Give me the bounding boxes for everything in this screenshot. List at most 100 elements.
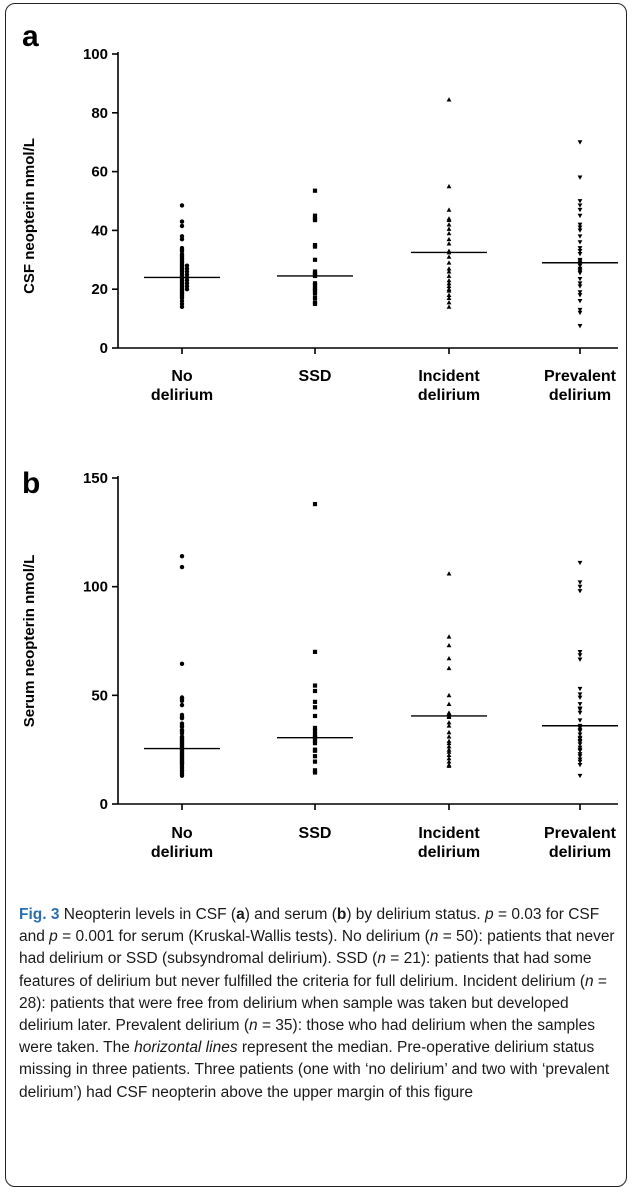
data-point	[577, 290, 583, 295]
data-point	[577, 702, 583, 707]
data-point	[446, 734, 452, 739]
data-point	[577, 175, 583, 180]
data-point	[577, 271, 583, 276]
x-category-label: delirium	[418, 844, 480, 861]
caption-text: represent the median. Pre-operative deli…	[19, 1039, 610, 1101]
data-point	[577, 740, 583, 745]
data-point	[577, 234, 583, 239]
x-category-label: SSD	[299, 825, 332, 842]
data-point	[312, 705, 318, 710]
data-point	[446, 230, 452, 236]
data-point	[577, 757, 583, 762]
data-point	[179, 715, 185, 721]
data-point	[446, 744, 452, 749]
x-category-label: delirium	[549, 844, 611, 861]
caption-n-symbol: n	[249, 1017, 258, 1035]
panel-a-letter: a	[22, 20, 39, 53]
data-point	[312, 713, 318, 719]
x-category-label: delirium	[418, 387, 480, 404]
data-point	[446, 292, 452, 297]
data-point	[312, 301, 318, 306]
caption-bold-a: a	[236, 906, 245, 923]
caption-italic-phrase: horizontal lines	[134, 1039, 238, 1057]
data-point	[446, 692, 452, 698]
y-tick-label: 20	[91, 281, 108, 298]
data-point	[577, 281, 583, 286]
data-point	[312, 699, 318, 704]
data-point	[577, 762, 583, 768]
data-point	[446, 763, 452, 768]
data-point	[577, 310, 583, 316]
data-point	[312, 295, 318, 301]
data-point	[179, 237, 185, 242]
data-point	[446, 277, 452, 283]
data-point	[179, 304, 185, 310]
data-point	[179, 219, 185, 224]
y-tick-label: 150	[83, 470, 108, 487]
data-point	[446, 747, 452, 752]
data-point	[446, 740, 452, 746]
data-point	[312, 288, 318, 293]
x-category-label: Prevalent	[544, 368, 617, 385]
data-point	[577, 773, 583, 779]
y-tick-label: 50	[91, 687, 108, 704]
data-point	[446, 729, 452, 735]
data-point	[577, 729, 583, 734]
panel-a-chart: 0 20 40 60 80 100 CSF neopterin nmol/L No deliri…	[21, 46, 618, 404]
data-point	[446, 269, 452, 274]
data-point	[577, 726, 583, 731]
data-point	[446, 222, 452, 227]
caption-text: = 28): patients that were free from deli…	[19, 972, 607, 1035]
data-point	[446, 273, 452, 278]
data-point	[577, 293, 583, 298]
data-point	[446, 665, 452, 671]
data-point	[446, 236, 452, 242]
y-tick-label: 0	[100, 796, 108, 813]
data-point	[577, 213, 583, 219]
data-point	[446, 304, 452, 309]
caption-text: = 0.001 for serum (Kruskal-Wallis tests)…	[57, 928, 430, 946]
data-point	[179, 702, 185, 708]
data-point	[312, 649, 318, 654]
data-point	[577, 276, 583, 282]
caption-paragraph: Fig. 3 Neopterin levels in CSF (a) and s…	[19, 904, 619, 1104]
x-category-label: delirium	[151, 844, 213, 861]
data-point	[446, 749, 452, 754]
data-point	[446, 759, 452, 764]
data-point	[179, 661, 185, 667]
data-point	[577, 246, 583, 251]
data-point	[446, 283, 452, 289]
data-point	[446, 655, 452, 661]
caption-fig-label: Fig. 3	[19, 906, 60, 923]
data-point	[446, 97, 452, 102]
data-point	[577, 653, 583, 658]
data-point	[446, 266, 452, 271]
data-point	[312, 213, 318, 218]
data-point	[577, 307, 583, 313]
caption-p-symbol: p	[49, 928, 58, 946]
data-point	[577, 649, 583, 655]
data-point	[577, 692, 583, 697]
data-point	[179, 773, 185, 778]
panel-b-letter: b	[22, 467, 40, 500]
data-point	[577, 742, 583, 747]
data-point	[179, 223, 185, 229]
data-point	[577, 584, 583, 590]
caption-n-symbol: n	[377, 950, 386, 968]
caption-text: = 0.03 for CSF and	[19, 906, 600, 946]
data-point	[577, 745, 583, 750]
data-point	[446, 571, 452, 576]
data-point	[446, 254, 452, 259]
data-point	[446, 711, 452, 716]
caption-p-symbol: p	[485, 906, 494, 923]
data-point	[577, 249, 583, 254]
y-axis-label: CSF neopterin nmol/L	[21, 138, 38, 294]
data-point	[577, 299, 583, 304]
data-point	[577, 324, 583, 329]
data-point	[312, 501, 318, 507]
data-point	[446, 634, 452, 639]
data-point	[312, 244, 318, 249]
data-point	[577, 718, 583, 723]
data-point	[577, 736, 583, 742]
data-point	[312, 748, 318, 753]
